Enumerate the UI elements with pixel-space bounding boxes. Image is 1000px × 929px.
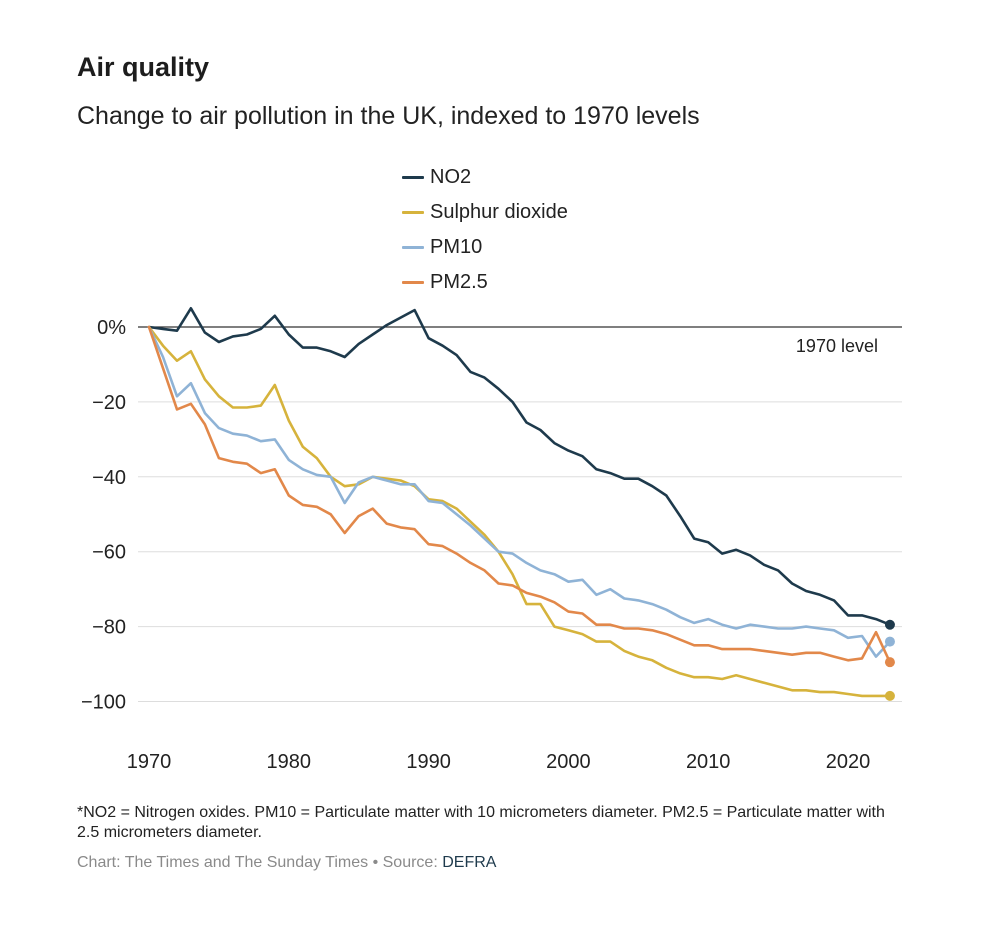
- line-chart: 0% −20 −40 −60 −80 −100 1970 level 1970 1980 1990…: [81, 307, 902, 773]
- series-end-point-pm2-5: [884, 657, 895, 668]
- chart-subtitle: Change to air pollution in the UK, index…: [77, 102, 700, 130]
- x-tick-label: 1970: [127, 751, 172, 773]
- reference-line-label: 1970 level: [796, 336, 878, 356]
- y-tick-label: −100: [81, 692, 126, 714]
- series-line-no2: [147, 307, 892, 627]
- footnote: *NO2 = Nitrogen oxides. PM10 = Particula…: [77, 804, 885, 841]
- x-tick-label: 1990: [406, 751, 451, 773]
- series-end-point-pm10: [884, 636, 895, 647]
- x-tick-label: 1980: [267, 751, 312, 773]
- legend-item-pm25: PM2.5: [402, 265, 568, 300]
- y-tick-label: −20: [92, 392, 126, 414]
- x-tick-label: 2020: [826, 751, 871, 773]
- series-line-pm10: [147, 325, 892, 658]
- y-tick-label: −40: [92, 467, 126, 489]
- chart-title: Air quality: [77, 52, 210, 82]
- x-tick-label: 2000: [546, 751, 591, 773]
- y-tick-label: 0%: [97, 317, 126, 339]
- series-end-point-sulphur-dioxide: [884, 690, 895, 701]
- legend-label-no2: NO2: [430, 166, 472, 188]
- legend: NO2 Sulphur dioxide PM10 PM2.5: [402, 160, 568, 300]
- legend-item-no2: NO2: [402, 160, 568, 195]
- credit-source: DEFRA: [442, 854, 497, 871]
- series-line-pm2-5: [147, 325, 892, 664]
- y-tick-label: −80: [92, 617, 126, 639]
- legend-label-pm25: PM2.5: [430, 271, 488, 293]
- credit-source-label: Source:: [382, 854, 438, 871]
- legend-label-pm10: PM10: [430, 236, 483, 258]
- legend-label-sulphur-dioxide: Sulphur dioxide: [430, 201, 568, 223]
- legend-swatch-pm10: [402, 246, 424, 249]
- credit-separator: •: [372, 854, 379, 871]
- legend-swatch-no2: [402, 176, 424, 179]
- legend-item-sulphur-dioxide: Sulphur dioxide: [402, 195, 568, 230]
- legend-swatch-pm25: [402, 281, 424, 284]
- y-tick-label: −60: [92, 542, 126, 564]
- legend-item-pm10: PM10: [402, 230, 568, 265]
- series-line-sulphur-dioxide: [147, 325, 892, 698]
- credit-line: Chart: The Times and The Sunday Times • …: [77, 854, 496, 872]
- credit-chart: Chart: The Times and The Sunday Times: [77, 854, 369, 871]
- legend-swatch-sulphur-dioxide: [402, 211, 424, 214]
- series-end-point-no2: [884, 619, 895, 630]
- x-tick-label: 2010: [686, 751, 731, 773]
